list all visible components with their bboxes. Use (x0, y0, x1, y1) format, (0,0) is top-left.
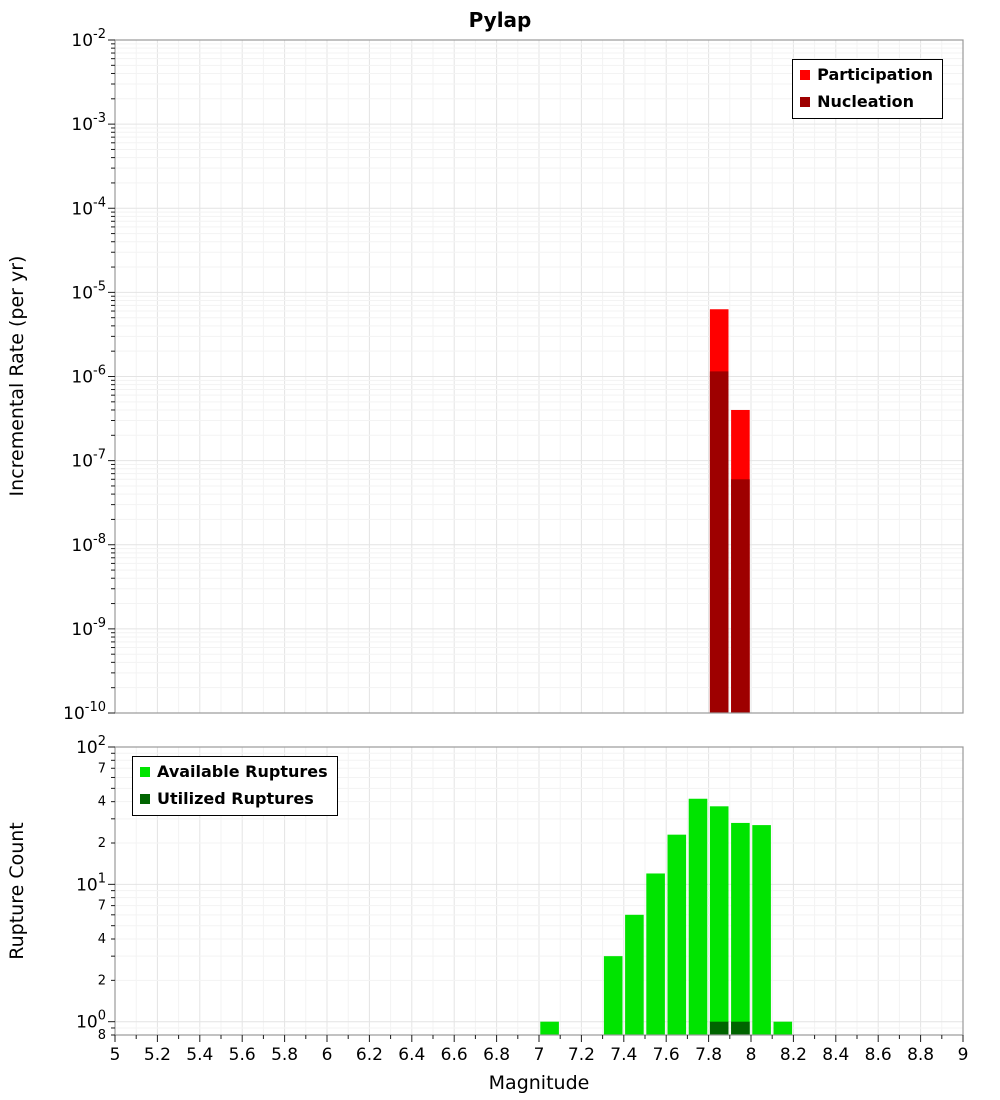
y-minor-tick-label: 7 (98, 899, 106, 914)
legend-item-nucleation: Nucleation (800, 92, 933, 112)
y-tick-label: 10-10 (63, 700, 106, 724)
available-ruptures-bar (625, 914, 644, 1035)
count-y-axis-label: Rupture Count (6, 822, 28, 960)
x-tick-label: 5.6 (229, 1045, 256, 1065)
x-tick-label: 7.2 (568, 1045, 595, 1065)
nucleation-bar (709, 371, 729, 713)
y-tick-label: 10-8 (71, 532, 106, 556)
y-tick-label: 102 (76, 734, 106, 758)
y-tick-label: 10-2 (71, 27, 106, 51)
legend-label-utilized-ruptures: Utilized Ruptures (157, 789, 314, 808)
x-tick-label: 7.6 (653, 1045, 680, 1065)
y-tick-label: 10-5 (71, 279, 106, 303)
x-tick-label: 7.8 (695, 1045, 722, 1065)
x-tick-label: 5.4 (186, 1045, 213, 1065)
y-tick-label: 10-4 (71, 195, 106, 219)
y-tick-label: 10-3 (71, 111, 106, 135)
rupture-count-panel: 102 101 100 7 4 2 7 4 2 8 (76, 734, 964, 1043)
x-tick-label: 6.2 (356, 1045, 383, 1065)
nucleation-bars (709, 371, 750, 713)
chart-title: Pylap (469, 8, 532, 32)
utilized-ruptures-bar (709, 1021, 729, 1035)
incremental-rate-panel: 10-2 10-3 10-4 10-5 10-6 10-7 10-8 10-9 10-10 (63, 27, 964, 724)
available-ruptures-bar (688, 798, 708, 1035)
x-tick-label: 8 (746, 1045, 757, 1065)
utilized-ruptures-bars (709, 1021, 750, 1035)
legend-item-available-ruptures: Available Ruptures (140, 762, 328, 782)
x-tick-label: 8.2 (780, 1045, 807, 1065)
x-tick-label: 5.2 (144, 1045, 171, 1065)
x-tick-label: 6.4 (398, 1045, 425, 1065)
x-tick-label: 7.4 (610, 1045, 637, 1065)
y-minor-tick-label: 7 (98, 761, 106, 776)
x-tick-label: 9 (958, 1045, 969, 1065)
rate-y-axis-label: Incremental Rate (per yr) (6, 256, 28, 497)
y-tick-label: 10-9 (71, 616, 106, 640)
legend-label-nucleation: Nucleation (817, 92, 915, 111)
available-ruptures-bars (540, 798, 793, 1035)
legend-item-participation: Participation (800, 65, 933, 85)
x-tick-label: 6 (322, 1045, 333, 1065)
y-minor-tick-label: 2 (98, 836, 106, 851)
y-tick-label: 101 (76, 871, 106, 895)
x-tick-label: 7 (534, 1045, 545, 1065)
available-ruptures-bar (540, 1021, 559, 1035)
x-tick-label: 8.4 (822, 1045, 849, 1065)
available-ruptures-bar (667, 834, 687, 1035)
participation-marker-icon (800, 70, 811, 80)
available-ruptures-bar (752, 825, 771, 1035)
x-tick-label: 6.8 (483, 1045, 510, 1065)
x-tick-label: 8.8 (907, 1045, 934, 1065)
nucleation-bar (731, 479, 750, 713)
available-ruptures-bar (709, 806, 729, 1035)
available-ruptures-bar (731, 822, 750, 1035)
y-minor-tick-label: 2 (98, 973, 106, 988)
y-minor-tick-label: 4 (98, 932, 106, 947)
nucleation-marker-icon (800, 97, 811, 107)
utilized-ruptures-bar (731, 1021, 750, 1035)
available-ruptures-bar (646, 873, 665, 1035)
x-tick-label: 8.6 (865, 1045, 892, 1065)
y-minor-tick-label: 4 (98, 795, 106, 810)
rate-legend: Participation Nucleation (792, 59, 943, 119)
y-tick-label: 10-7 (71, 448, 106, 472)
utilized-ruptures-marker-icon (140, 794, 150, 804)
legend-label-available-ruptures: Available Ruptures (157, 762, 328, 781)
available-ruptures-bar (773, 1021, 793, 1035)
x-axis-ticks: 5 5.2 5.4 5.6 5.8 6 6.2 6.4 6.6 6.8 7 7.2 7.4 7.6 7.8 8… (110, 1035, 969, 1065)
x-tick-label: 5.8 (271, 1045, 298, 1065)
available-ruptures-bar (603, 956, 623, 1035)
x-axis-label: Magnitude (489, 1072, 590, 1094)
y-minor-tick-label: 8 (98, 1028, 106, 1043)
x-tick-label: 6.6 (441, 1045, 468, 1065)
available-ruptures-marker-icon (140, 767, 150, 777)
legend-item-utilized-ruptures: Utilized Ruptures (140, 789, 328, 809)
count-legend: Available Ruptures Utilized Ruptures (132, 756, 338, 816)
y-tick-label: 10-6 (71, 364, 106, 388)
legend-label-participation: Participation (817, 65, 933, 84)
x-tick-label: 5 (110, 1045, 121, 1065)
y-tick-label: 100 (76, 1009, 106, 1033)
